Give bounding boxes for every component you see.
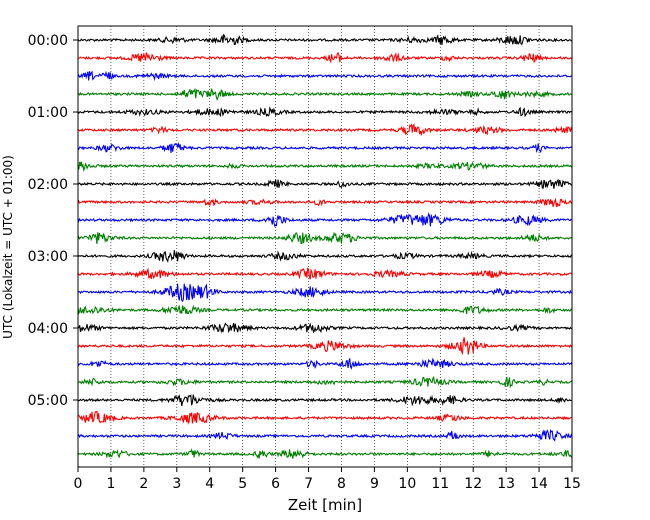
x-tick-label: 12: [464, 476, 482, 492]
x-tick-label: 1: [106, 476, 115, 492]
seismogram-trace: [77, 250, 573, 263]
x-tick-label: 9: [370, 476, 379, 492]
x-tick-label: 8: [337, 476, 346, 492]
seismogram-trace: [77, 123, 573, 137]
x-tick-label: 10: [398, 476, 416, 492]
x-tick-label: 15: [563, 476, 581, 492]
seismogram-trace: [77, 70, 573, 82]
seismogram-trace: [77, 283, 573, 303]
x-tick-label: 0: [74, 476, 83, 492]
x-tick-label: 4: [205, 476, 214, 492]
y-tick-label: 02:00: [28, 177, 68, 193]
seismogram-trace: [77, 212, 573, 227]
seismogram-trace: [77, 141, 573, 154]
y-axis: 00:00 01:00 02:00 03:00 04:00 05:00: [28, 33, 78, 409]
seismogram-trace: [77, 178, 573, 189]
seismogram-trace: [77, 337, 573, 356]
seismogram-trace: [77, 267, 573, 280]
y-tick-label: 05:00: [28, 393, 68, 409]
seismogram-trace: [77, 33, 573, 46]
y-axis-label: UTC (Lokalzeit = UTC + 01:00): [1, 155, 15, 339]
seismogram-trace: [77, 304, 573, 315]
x-axis: 0 1 2 3 4 5 6 7 8 9 10 11 12 13 14 15: [74, 467, 581, 492]
seismogram-trace: [77, 428, 573, 442]
x-tick-label: 5: [238, 476, 247, 492]
x-tick-label: 2: [139, 476, 148, 492]
seismogram-trace: [77, 394, 573, 407]
seismogram-trace: [77, 51, 573, 64]
x-axis-label: Zeit [min]: [288, 496, 362, 514]
seismogram-trace: [77, 375, 573, 389]
y-tick-label: 01:00: [28, 105, 68, 121]
y-tick-label: 03:00: [28, 249, 68, 265]
seismogram-trace: [77, 231, 573, 245]
seismogram-trace: [77, 197, 573, 207]
y-tick-label: 00:00: [28, 33, 68, 49]
seismogram-trace: [77, 322, 573, 334]
x-tick-label: 13: [497, 476, 515, 492]
x-tick-label: 6: [271, 476, 280, 492]
x-tick-label: 3: [172, 476, 181, 492]
y-tick-label: 04:00: [28, 321, 68, 337]
seismogram-trace: [77, 448, 573, 459]
seismogram-trace: [77, 161, 573, 172]
x-tick-label: 14: [530, 476, 548, 492]
x-tick-label: 7: [304, 476, 313, 492]
seismogram-trace: [77, 357, 573, 370]
seismogram-trace: [77, 106, 573, 118]
seismogram-trace: [77, 410, 573, 425]
plot-frame: [77, 25, 573, 468]
trace-group: [77, 33, 573, 459]
x-tick-label: 11: [431, 476, 449, 492]
seismogram-trace: [77, 87, 573, 101]
